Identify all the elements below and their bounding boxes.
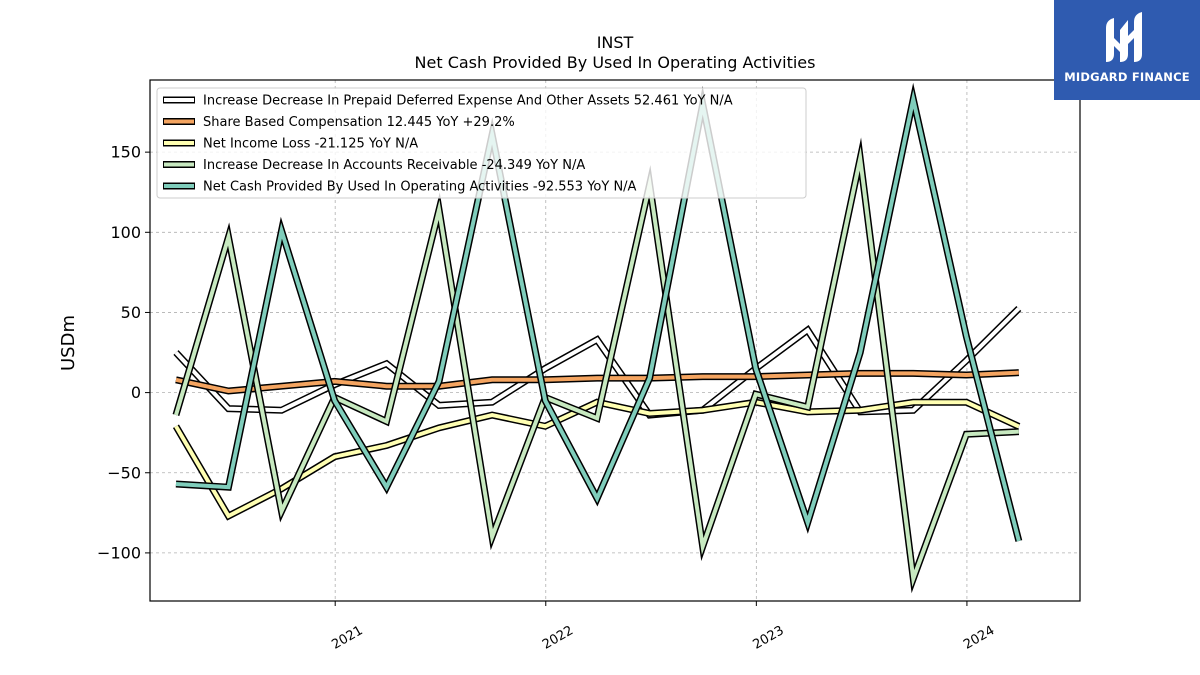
- legend-label: Increase Decrease In Accounts Receivable…: [203, 158, 585, 173]
- y-tick-label: 50: [121, 303, 141, 322]
- series-line-1: [173, 306, 1022, 419]
- y-tick-label: −50: [107, 463, 141, 482]
- brand-name: MIDGARD FINANCE: [1064, 70, 1190, 84]
- legend-item: Increase Decrease In Accounts Receivable…: [163, 158, 585, 173]
- legend-item: Net Cash Provided By Used In Operating A…: [163, 180, 637, 195]
- chart-subtitle: Net Cash Provided By Used In Operating A…: [415, 53, 816, 72]
- series-line-5: [175, 82, 1023, 542]
- x-tick-label: 2024: [961, 623, 997, 653]
- y-tick-label: 100: [110, 223, 141, 242]
- series-line-4: [172, 137, 1020, 594]
- legend-label: Increase Decrease In Prepaid Deferred Ex…: [203, 94, 733, 109]
- brand-logo: MIDGARD FINANCE: [1054, 0, 1200, 100]
- legend-label: Net Income Loss -21.125 YoY N/A: [203, 137, 418, 152]
- y-axis-ticks: −100 −50 0 50 100 150: [97, 143, 150, 562]
- x-tick-label: 2023: [751, 623, 787, 653]
- series-stroke: [175, 89, 1021, 542]
- x-tick-label: 2021: [329, 623, 365, 653]
- x-axis-ticks: 2021 2022 2023 2024: [329, 601, 997, 653]
- y-tick-label: −100: [97, 543, 141, 562]
- legend-label: Net Cash Provided By Used In Operating A…: [203, 180, 637, 195]
- y-tick-label: 150: [110, 143, 141, 162]
- legend-item: Increase Decrease In Prepaid Deferred Ex…: [163, 94, 733, 109]
- legend-item: Net Income Loss -21.125 YoY N/A: [163, 137, 418, 152]
- series-line-3: [172, 398, 1021, 521]
- legend-box: [156, 87, 807, 199]
- series-stroke: [174, 400, 1020, 519]
- y-axis-label: USDm: [58, 315, 79, 371]
- series-stroke: [175, 370, 1019, 394]
- chart-title: INST: [597, 33, 634, 52]
- series-stroke: [174, 307, 1021, 418]
- series-lines: [172, 82, 1023, 594]
- series-outline: [172, 137, 1020, 594]
- series-line-2: [175, 369, 1020, 395]
- midgard-m-icon: [1106, 12, 1142, 62]
- legend-item: Share Based Compensation 12.445 YoY +29.…: [163, 115, 515, 130]
- series-stroke: [174, 146, 1019, 587]
- legend: Increase Decrease In Prepaid Deferred Ex…: [156, 87, 807, 199]
- legend-label: Share Based Compensation 12.445 YoY +29.…: [203, 115, 515, 130]
- y-tick-label: 0: [131, 383, 141, 402]
- plot-frame: [149, 79, 1081, 602]
- x-tick-label: 2022: [540, 623, 576, 653]
